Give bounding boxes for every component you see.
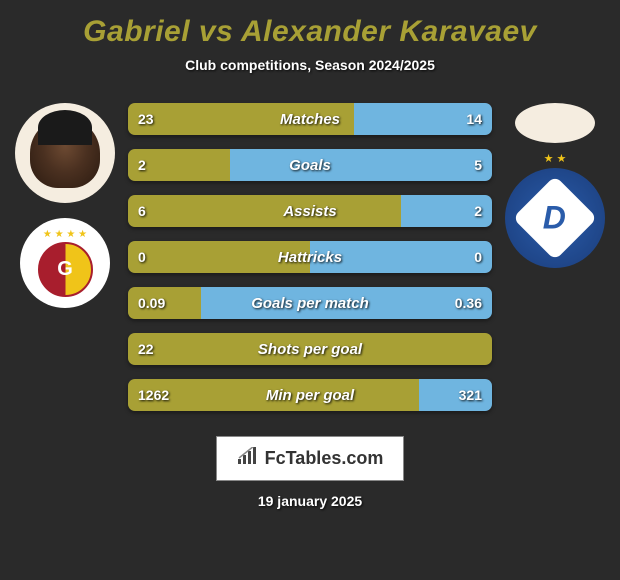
player1-club-badge: ★ ★ ★ ★ G — [20, 218, 110, 308]
bar-label: Shots per goal — [128, 333, 492, 365]
date-text: 19 january 2025 — [258, 493, 362, 509]
page-title: Gabriel vs Alexander Karavaev — [10, 15, 610, 49]
stat-bar: Matches23 14 — [128, 103, 492, 135]
bar-label: Matches — [128, 103, 492, 135]
bar-value-right: 5 — [474, 149, 482, 181]
subtitle: Club competitions, Season 2024/2025 — [10, 57, 610, 73]
brand-logo: FcTables.com — [216, 436, 405, 481]
player2-club-badge: ★ ★ D — [505, 168, 605, 268]
bar-label: Goals per match — [128, 287, 492, 319]
brand-text: FcTables.com — [265, 448, 384, 469]
galatasaray-logo-icon: G — [38, 242, 93, 297]
bar-value-right: 321 — [459, 379, 482, 411]
bar-value-left: 0 — [138, 241, 146, 273]
stat-bar: Goals per match0.09 0.36 — [128, 287, 492, 319]
bar-value-right: 0.36 — [455, 287, 482, 319]
bar-value-left: 0.09 — [138, 287, 165, 319]
bar-value-left: 6 — [138, 195, 146, 227]
player1-avatar — [15, 103, 115, 203]
bar-label: Hattricks — [128, 241, 492, 273]
stat-bar: Hattricks0 0 — [128, 241, 492, 273]
bar-value-left: 22 — [138, 333, 154, 365]
stat-bar: Goals2 5 — [128, 149, 492, 181]
bar-value-right: 0 — [474, 241, 482, 273]
bar-label: Goals — [128, 149, 492, 181]
chart-icon — [237, 447, 259, 470]
player1-face-icon — [30, 118, 100, 188]
stat-bar: Assists6 2 — [128, 195, 492, 227]
bar-value-left: 23 — [138, 103, 154, 135]
stat-bar: Min per goal1262 321 — [128, 379, 492, 411]
stat-bar: Shots per goal22 — [128, 333, 492, 365]
bar-label: Assists — [128, 195, 492, 227]
bar-value-left: 2 — [138, 149, 146, 181]
stats-bars: Matches2314Goals25Assists62Hattricks00Go… — [128, 98, 492, 411]
bar-value-left: 1262 — [138, 379, 169, 411]
bar-value-right: 14 — [466, 103, 482, 135]
player2-avatar — [515, 103, 595, 143]
bar-value-right: 2 — [474, 195, 482, 227]
bar-label: Min per goal — [128, 379, 492, 411]
stars-icon: ★ ★ ★ ★ — [43, 229, 87, 240]
stars-icon: ★ ★ — [544, 152, 567, 165]
dynamo-logo-icon: D — [543, 199, 566, 236]
